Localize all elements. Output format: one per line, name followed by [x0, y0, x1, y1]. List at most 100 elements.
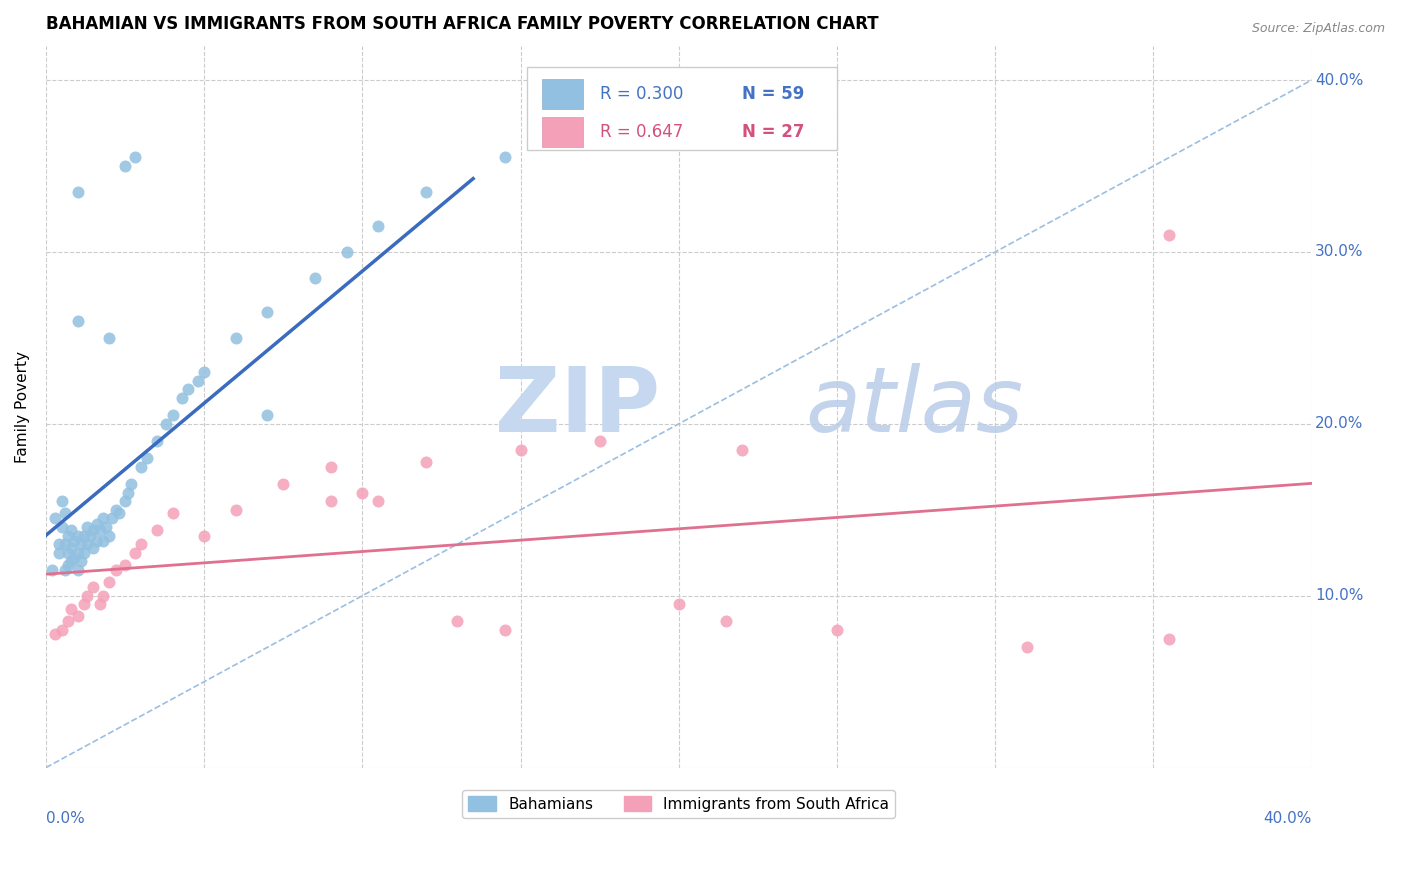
- Point: [89, 524, 111, 538]
- Point: [86, 533, 108, 548]
- Point: [589, 434, 612, 448]
- Point: [124, 546, 146, 560]
- Point: [145, 524, 167, 538]
- Point: [716, 615, 738, 629]
- Text: 30.0%: 30.0%: [1315, 244, 1364, 260]
- Point: [91, 589, 114, 603]
- Point: [319, 494, 342, 508]
- Point: [66, 528, 89, 542]
- Point: [66, 314, 89, 328]
- Point: [48, 546, 70, 560]
- Point: [53, 537, 76, 551]
- Point: [56, 615, 79, 629]
- FancyBboxPatch shape: [543, 117, 582, 147]
- Point: [66, 185, 89, 199]
- Point: [1159, 227, 1181, 242]
- Point: [304, 270, 326, 285]
- Point: [668, 116, 690, 130]
- Point: [56, 558, 79, 572]
- Point: [56, 546, 79, 560]
- Point: [98, 528, 121, 542]
- Text: N = 59: N = 59: [742, 85, 804, 103]
- Point: [73, 528, 96, 542]
- Point: [41, 563, 63, 577]
- Point: [129, 459, 152, 474]
- Point: [53, 506, 76, 520]
- Point: [129, 537, 152, 551]
- Point: [114, 159, 136, 173]
- Point: [69, 554, 91, 568]
- Point: [79, 528, 101, 542]
- Point: [76, 589, 98, 603]
- Point: [352, 485, 374, 500]
- Point: [415, 455, 437, 469]
- Point: [1015, 640, 1038, 655]
- Text: 40.0%: 40.0%: [1315, 72, 1364, 87]
- Point: [104, 502, 127, 516]
- Point: [1159, 632, 1181, 646]
- Point: [51, 520, 73, 534]
- Point: [91, 511, 114, 525]
- Point: [82, 541, 104, 555]
- Point: [136, 451, 159, 466]
- Point: [60, 602, 83, 616]
- Point: [114, 558, 136, 572]
- Point: [446, 615, 468, 629]
- Point: [66, 563, 89, 577]
- Point: [44, 626, 66, 640]
- Point: [509, 442, 531, 457]
- Point: [89, 597, 111, 611]
- Point: [124, 150, 146, 164]
- Legend: Bahamians, Immigrants from South Africa: Bahamians, Immigrants from South Africa: [463, 789, 896, 818]
- Point: [98, 574, 121, 589]
- Point: [170, 391, 193, 405]
- Point: [60, 554, 83, 568]
- Point: [53, 563, 76, 577]
- Text: R = 0.300: R = 0.300: [600, 85, 683, 103]
- Point: [82, 524, 104, 538]
- Point: [94, 520, 117, 534]
- Point: [104, 563, 127, 577]
- Point: [48, 537, 70, 551]
- Text: BAHAMIAN VS IMMIGRANTS FROM SOUTH AFRICA FAMILY POVERTY CORRELATION CHART: BAHAMIAN VS IMMIGRANTS FROM SOUTH AFRICA…: [46, 15, 879, 33]
- Point: [367, 494, 389, 508]
- Point: [91, 533, 114, 548]
- Text: 20.0%: 20.0%: [1315, 417, 1364, 432]
- Point: [60, 524, 83, 538]
- Point: [494, 150, 516, 164]
- Text: ZIP: ZIP: [495, 363, 661, 450]
- Point: [101, 511, 124, 525]
- Point: [319, 459, 342, 474]
- Point: [63, 550, 86, 565]
- Point: [187, 374, 209, 388]
- Point: [731, 442, 754, 457]
- Point: [66, 546, 89, 560]
- Point: [162, 506, 184, 520]
- Point: [415, 185, 437, 199]
- Point: [117, 485, 139, 500]
- Point: [73, 597, 96, 611]
- Point: [120, 477, 142, 491]
- Text: 10.0%: 10.0%: [1315, 588, 1364, 603]
- Point: [73, 546, 96, 560]
- Point: [60, 541, 83, 555]
- Point: [82, 580, 104, 594]
- Point: [114, 494, 136, 508]
- Text: atlas: atlas: [806, 363, 1024, 450]
- Text: N = 27: N = 27: [742, 123, 804, 141]
- Point: [155, 417, 177, 431]
- Y-axis label: Family Poverty: Family Poverty: [15, 351, 30, 463]
- Point: [193, 365, 215, 379]
- Point: [76, 520, 98, 534]
- Point: [256, 409, 278, 423]
- Point: [494, 623, 516, 637]
- Point: [98, 331, 121, 345]
- Text: Source: ZipAtlas.com: Source: ZipAtlas.com: [1251, 22, 1385, 36]
- Point: [177, 383, 200, 397]
- Point: [225, 502, 247, 516]
- Point: [668, 597, 690, 611]
- Point: [63, 533, 86, 548]
- Point: [271, 477, 294, 491]
- FancyBboxPatch shape: [543, 78, 582, 109]
- Text: 0.0%: 0.0%: [46, 811, 84, 826]
